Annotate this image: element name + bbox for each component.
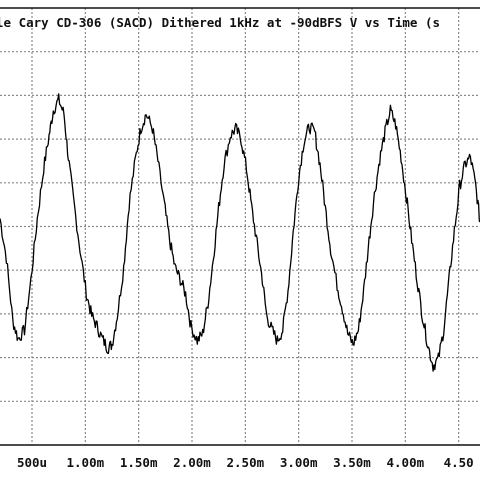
x-tick-label: 2.00m	[173, 455, 211, 470]
x-tick-label: 2.50m	[227, 455, 265, 470]
x-tick-labels: 500u 1.00m 1.50m 2.00m 2.50m 3.00m 3.50m 4.00m 4…	[17, 455, 474, 470]
grid-layer	[0, 8, 480, 445]
chart-title: le Cary CD-306 (SACD) Dithered 1kHz at -…	[0, 15, 440, 30]
x-tick-label: 1.50m	[120, 455, 158, 470]
series-line	[0, 93, 480, 372]
trace-layer	[0, 93, 480, 372]
x-tick-label: 1.00m	[67, 455, 105, 470]
x-tick-label: 3.00m	[280, 455, 318, 470]
x-tick-label: 4.50	[444, 455, 474, 470]
x-tick-label: 500u	[17, 455, 47, 470]
x-tick-label: 4.00m	[387, 455, 425, 470]
x-tick-label: 3.50m	[333, 455, 371, 470]
